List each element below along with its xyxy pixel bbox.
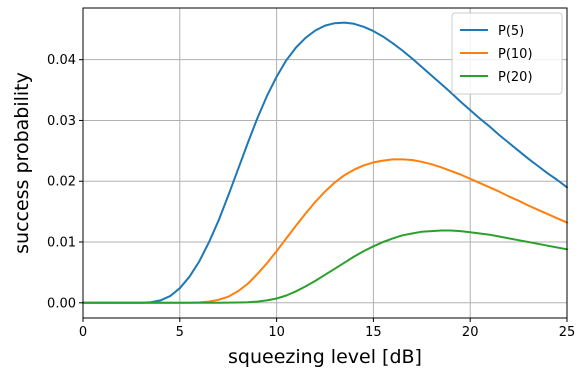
- x-tick-label: 20: [462, 325, 479, 340]
- plot-frame: [82, 7, 568, 319]
- legend: P(5) P(10) P(20): [451, 12, 563, 95]
- series-line-2: [82, 229, 568, 304]
- series-line-1: [82, 158, 568, 304]
- legend-label: P(5): [498, 24, 524, 39]
- series-line-0: [82, 21, 568, 304]
- x-tick-label: 10: [268, 325, 285, 340]
- y-axis-label: success probability: [11, 72, 33, 254]
- x-axis-label: squeezing level [dB]: [228, 346, 422, 368]
- x-tick-label: 5: [176, 325, 184, 340]
- legend-label: P(20): [498, 70, 533, 85]
- x-tick-label: 0: [79, 325, 87, 340]
- legend-box: [451, 12, 563, 95]
- x-tick-label: 25: [559, 325, 576, 340]
- x-axis: 0 5 10 15 20 25: [79, 318, 575, 340]
- legend-label: P(10): [498, 47, 533, 62]
- y-tick-label: 0.04: [47, 53, 76, 68]
- x-tick-label: 15: [365, 325, 382, 340]
- y-axis: 0.00 0.01 0.02 0.03 0.04: [47, 53, 83, 311]
- y-tick-label: 0.03: [47, 114, 76, 129]
- series-lines: [82, 21, 568, 304]
- y-tick-label: 0.02: [47, 175, 76, 190]
- y-tick-label: 0.01: [47, 236, 76, 251]
- y-tick-label: 0.00: [47, 296, 76, 311]
